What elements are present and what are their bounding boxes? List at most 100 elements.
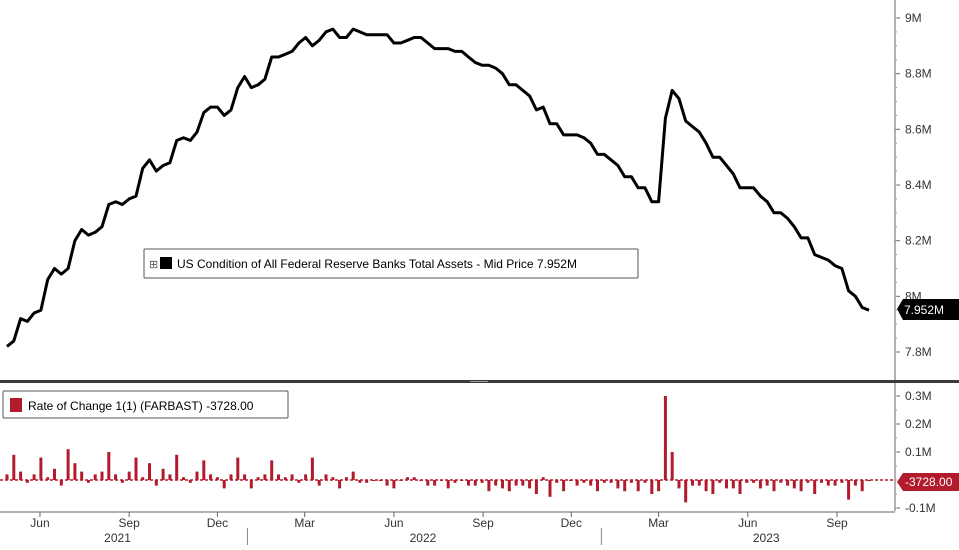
bar: [277, 474, 280, 480]
bar: [25, 480, 29, 483]
bar: [256, 477, 260, 480]
bar: [657, 480, 661, 492]
bar: [460, 480, 464, 481]
bar: [677, 480, 681, 489]
bar: [467, 480, 470, 486]
bar: [650, 480, 654, 494]
bar: [331, 477, 335, 480]
bar: [480, 480, 484, 483]
legend-top-label: US Condition of All Federal Reserve Bank…: [177, 257, 577, 271]
bar: [372, 480, 375, 481]
bar: [820, 480, 823, 483]
bar: [73, 463, 77, 480]
bar: [453, 480, 457, 483]
bar: [290, 474, 294, 480]
last-value-bottom: -3728.00: [905, 475, 953, 489]
bar: [154, 480, 158, 486]
bar: [616, 480, 620, 489]
bar: [575, 480, 579, 486]
bar: [148, 463, 151, 480]
bar: [141, 477, 145, 480]
x-tick-label: Dec: [561, 516, 582, 530]
bar: [344, 477, 348, 480]
bar: [826, 480, 830, 486]
bar: [5, 474, 9, 480]
y-tick-label-top: 8.2M: [905, 234, 932, 248]
last-value-bottom-badge: -3728.00: [897, 473, 959, 491]
bar: [127, 471, 131, 480]
bar: [439, 480, 443, 481]
bar: [487, 480, 491, 492]
bar: [243, 474, 247, 480]
bar: [188, 480, 192, 483]
legend-top: ⊞ US Condition of All Federal Reserve Ba…: [143, 248, 639, 279]
x-tick-label: Sep: [472, 516, 494, 530]
bar: [195, 471, 199, 480]
bar: [120, 480, 124, 483]
bar: [270, 460, 274, 480]
bar: [59, 480, 63, 486]
bar: [433, 480, 437, 486]
x-tick-label: Jun: [384, 516, 403, 530]
bar: [663, 396, 667, 480]
bar: [643, 480, 647, 483]
bar: [114, 474, 118, 480]
bar: [249, 480, 253, 489]
bar: [670, 452, 674, 480]
bar: [507, 480, 511, 492]
bar: [134, 457, 138, 480]
y-tick-label-top: 8.6M: [905, 122, 932, 136]
bar: [66, 449, 70, 480]
bar: [541, 477, 545, 480]
series-line-total-assets: [6, 27, 870, 348]
bar: [847, 480, 851, 500]
bar: [718, 480, 722, 483]
x-tick-label: Jun: [30, 516, 49, 530]
bar: [80, 471, 84, 480]
bar: [840, 480, 844, 483]
bar: [867, 480, 871, 482]
bar: [684, 480, 688, 503]
bar: [19, 471, 23, 480]
bar: [32, 474, 36, 480]
bar: [53, 468, 56, 480]
bar: [12, 454, 16, 480]
bar: [351, 471, 355, 480]
bar: [209, 474, 213, 480]
bar: [833, 480, 837, 486]
bar: [786, 480, 790, 486]
bar: [731, 480, 735, 489]
bar: [765, 480, 769, 486]
bar: [283, 477, 287, 480]
bar: [358, 480, 362, 483]
bar: [222, 480, 226, 489]
bar: [629, 480, 633, 483]
y-tick-label-bottom: 0.1M: [905, 445, 932, 459]
x-year-label: 2023: [753, 531, 780, 545]
bar: [602, 480, 606, 483]
bar: [310, 457, 314, 480]
bar: [738, 480, 742, 494]
bar: [324, 474, 328, 480]
bar: [229, 474, 233, 480]
x-tick-label: Sep: [118, 516, 140, 530]
y-tick-label-bottom: -0.1M: [905, 501, 936, 515]
legend-expand-icon[interactable]: ⊞: [149, 259, 158, 271]
bar: [623, 480, 627, 492]
bar: [426, 480, 430, 486]
y-tick-label-bottom: 0.3M: [905, 389, 932, 403]
bar: [860, 480, 864, 492]
bar: [636, 480, 640, 492]
bar: [528, 480, 532, 489]
bar: [263, 474, 267, 480]
legend-bottom: Rate of Change 1(1) (FARBAST) -3728.00: [2, 390, 289, 419]
y-tick-label-top: 7.8M: [905, 345, 932, 359]
bar: [399, 480, 403, 481]
bar: [446, 480, 450, 489]
y-tick-label-bottom: 0.2M: [905, 417, 932, 431]
bar: [494, 480, 498, 486]
bar: [609, 480, 613, 483]
legend-swatch-line: [160, 257, 172, 269]
